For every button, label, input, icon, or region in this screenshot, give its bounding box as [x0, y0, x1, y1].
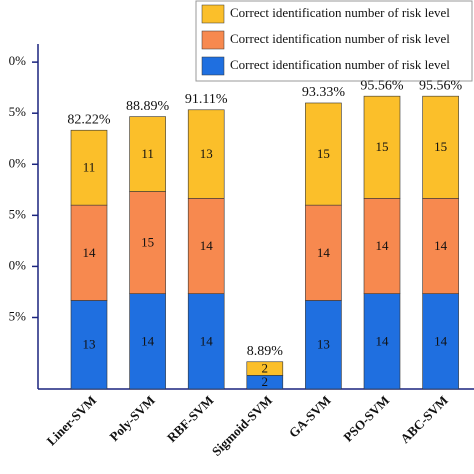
legend-label: Correct identification number of risk le… [230, 31, 450, 46]
segment-label: 2 [262, 374, 269, 389]
segment-label: 14 [376, 238, 390, 253]
y-tick-label: 0% [9, 257, 27, 272]
total-label: 93.33% [302, 85, 346, 100]
total-label: 88.89% [126, 99, 170, 114]
legend-swatch [201, 56, 225, 76]
segment-label: 2 [262, 361, 269, 376]
segment-label: 15 [434, 139, 447, 154]
segment-label: 14 [434, 333, 448, 348]
segment-label: 11 [83, 160, 96, 175]
x-tick-label: GA-SVM [286, 393, 334, 441]
y-tick-label: 0% [9, 53, 27, 68]
segment-label: 14 [141, 333, 155, 348]
segment-label: 14 [200, 333, 214, 348]
y-tick-label: 0% [9, 155, 27, 170]
segment-label: 11 [141, 146, 154, 161]
bar-segment [422, 293, 459, 390]
y-tick-label: 5% [9, 206, 27, 221]
legend-swatch [201, 30, 225, 50]
x-tick-label: Poly-SVM [106, 393, 157, 444]
bar-segment [187, 293, 225, 390]
legend-label: Correct identification number of risk le… [230, 5, 450, 20]
total-label: 95.56% [419, 78, 463, 93]
x-tick-label: PSO-SVM [340, 393, 392, 445]
bar-segment [363, 198, 401, 294]
segment-label: 14 [376, 333, 390, 348]
segment-label: 13 [83, 337, 96, 352]
x-tick-label: Sigmoid-SVM [209, 393, 275, 459]
segment-label: 15 [317, 146, 330, 161]
bar-segment [363, 95, 401, 199]
bar-segment [70, 129, 108, 206]
segment-label: 14 [317, 245, 331, 260]
segment-label: 15 [376, 139, 389, 154]
segment-label: 14 [200, 238, 214, 253]
total-label: 95.56% [360, 78, 404, 93]
x-tick-label: ABC-SVM [397, 393, 451, 447]
x-tick-label: Liner-SVM [44, 393, 100, 449]
bar-segment [129, 116, 166, 192]
y-tick-label: 5% [9, 308, 27, 323]
total-label: 91.11% [185, 92, 228, 107]
bar-segment [363, 293, 401, 390]
total-label: 82.22% [67, 112, 111, 127]
segment-label: 13 [317, 337, 330, 352]
bar-segment [246, 361, 284, 376]
legend-swatch [201, 4, 225, 24]
legend [195, 0, 473, 82]
bar-segment [305, 204, 342, 301]
bar-segment [187, 109, 225, 199]
x-tick-label: RBF-SVM [164, 393, 216, 445]
bar-segment [187, 198, 225, 294]
bar-segment [422, 198, 459, 294]
bar-segment [70, 300, 108, 390]
y-tick-label: 5% [9, 104, 27, 119]
total-label: 8.89% [247, 344, 284, 359]
bar-segment [305, 102, 342, 206]
segment-label: 14 [83, 245, 97, 260]
bar-segment [305, 300, 342, 390]
segment-label: 15 [141, 235, 154, 250]
bar-segment [422, 95, 459, 199]
segment-label: 13 [200, 146, 213, 161]
segment-label: 14 [434, 238, 448, 253]
legend-label: Correct identification number of risk le… [230, 57, 450, 72]
bar-segment [129, 293, 166, 390]
bar-segment [70, 204, 108, 301]
